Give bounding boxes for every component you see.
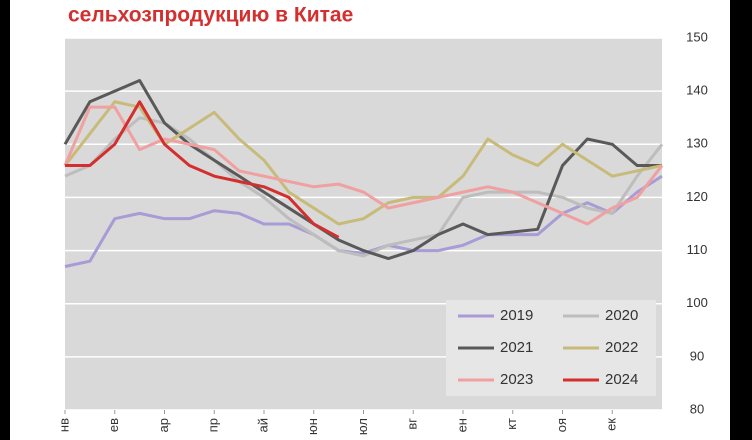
legend-label: 2020 bbox=[605, 307, 638, 324]
x-tick-label: кт bbox=[504, 418, 519, 430]
x-tick-label: оя bbox=[554, 418, 569, 432]
y-tick-label: 100 bbox=[686, 295, 708, 310]
y-tick-label: 140 bbox=[686, 83, 708, 98]
legend-label: 2019 bbox=[500, 307, 533, 324]
x-tick-label: юн bbox=[305, 418, 320, 435]
line-series bbox=[63, 105, 664, 226]
y-tick-label: 130 bbox=[686, 136, 708, 151]
y-tick-label: 110 bbox=[687, 242, 708, 257]
x-tick-label: ай bbox=[255, 418, 270, 433]
x-tick-label: пр bbox=[206, 418, 221, 432]
line-series bbox=[65, 100, 340, 239]
line-series bbox=[63, 79, 662, 261]
chart-title: сельхозпродукцию в Китае bbox=[68, 4, 353, 27]
x-tick-label: ев bbox=[106, 418, 121, 432]
x-tick-label: ен bbox=[454, 418, 469, 432]
y-tick-label: 150 bbox=[686, 29, 708, 44]
x-tick-label: нв bbox=[56, 418, 71, 432]
x-tick-label: вг bbox=[405, 418, 420, 430]
legend-label: 2023 bbox=[500, 371, 533, 388]
y-tick-label: 90 bbox=[690, 348, 704, 363]
x-tick-label: юл bbox=[355, 418, 370, 435]
y-tick-label: 120 bbox=[686, 189, 708, 204]
x-tick-label: ек bbox=[604, 418, 619, 431]
legend-label: 2021 bbox=[500, 339, 533, 356]
y-tick-label: 80 bbox=[690, 401, 704, 416]
legend-label: 2024 bbox=[605, 371, 638, 388]
legend-label: 2022 bbox=[605, 339, 638, 356]
x-tick-label: ар bbox=[156, 418, 171, 432]
